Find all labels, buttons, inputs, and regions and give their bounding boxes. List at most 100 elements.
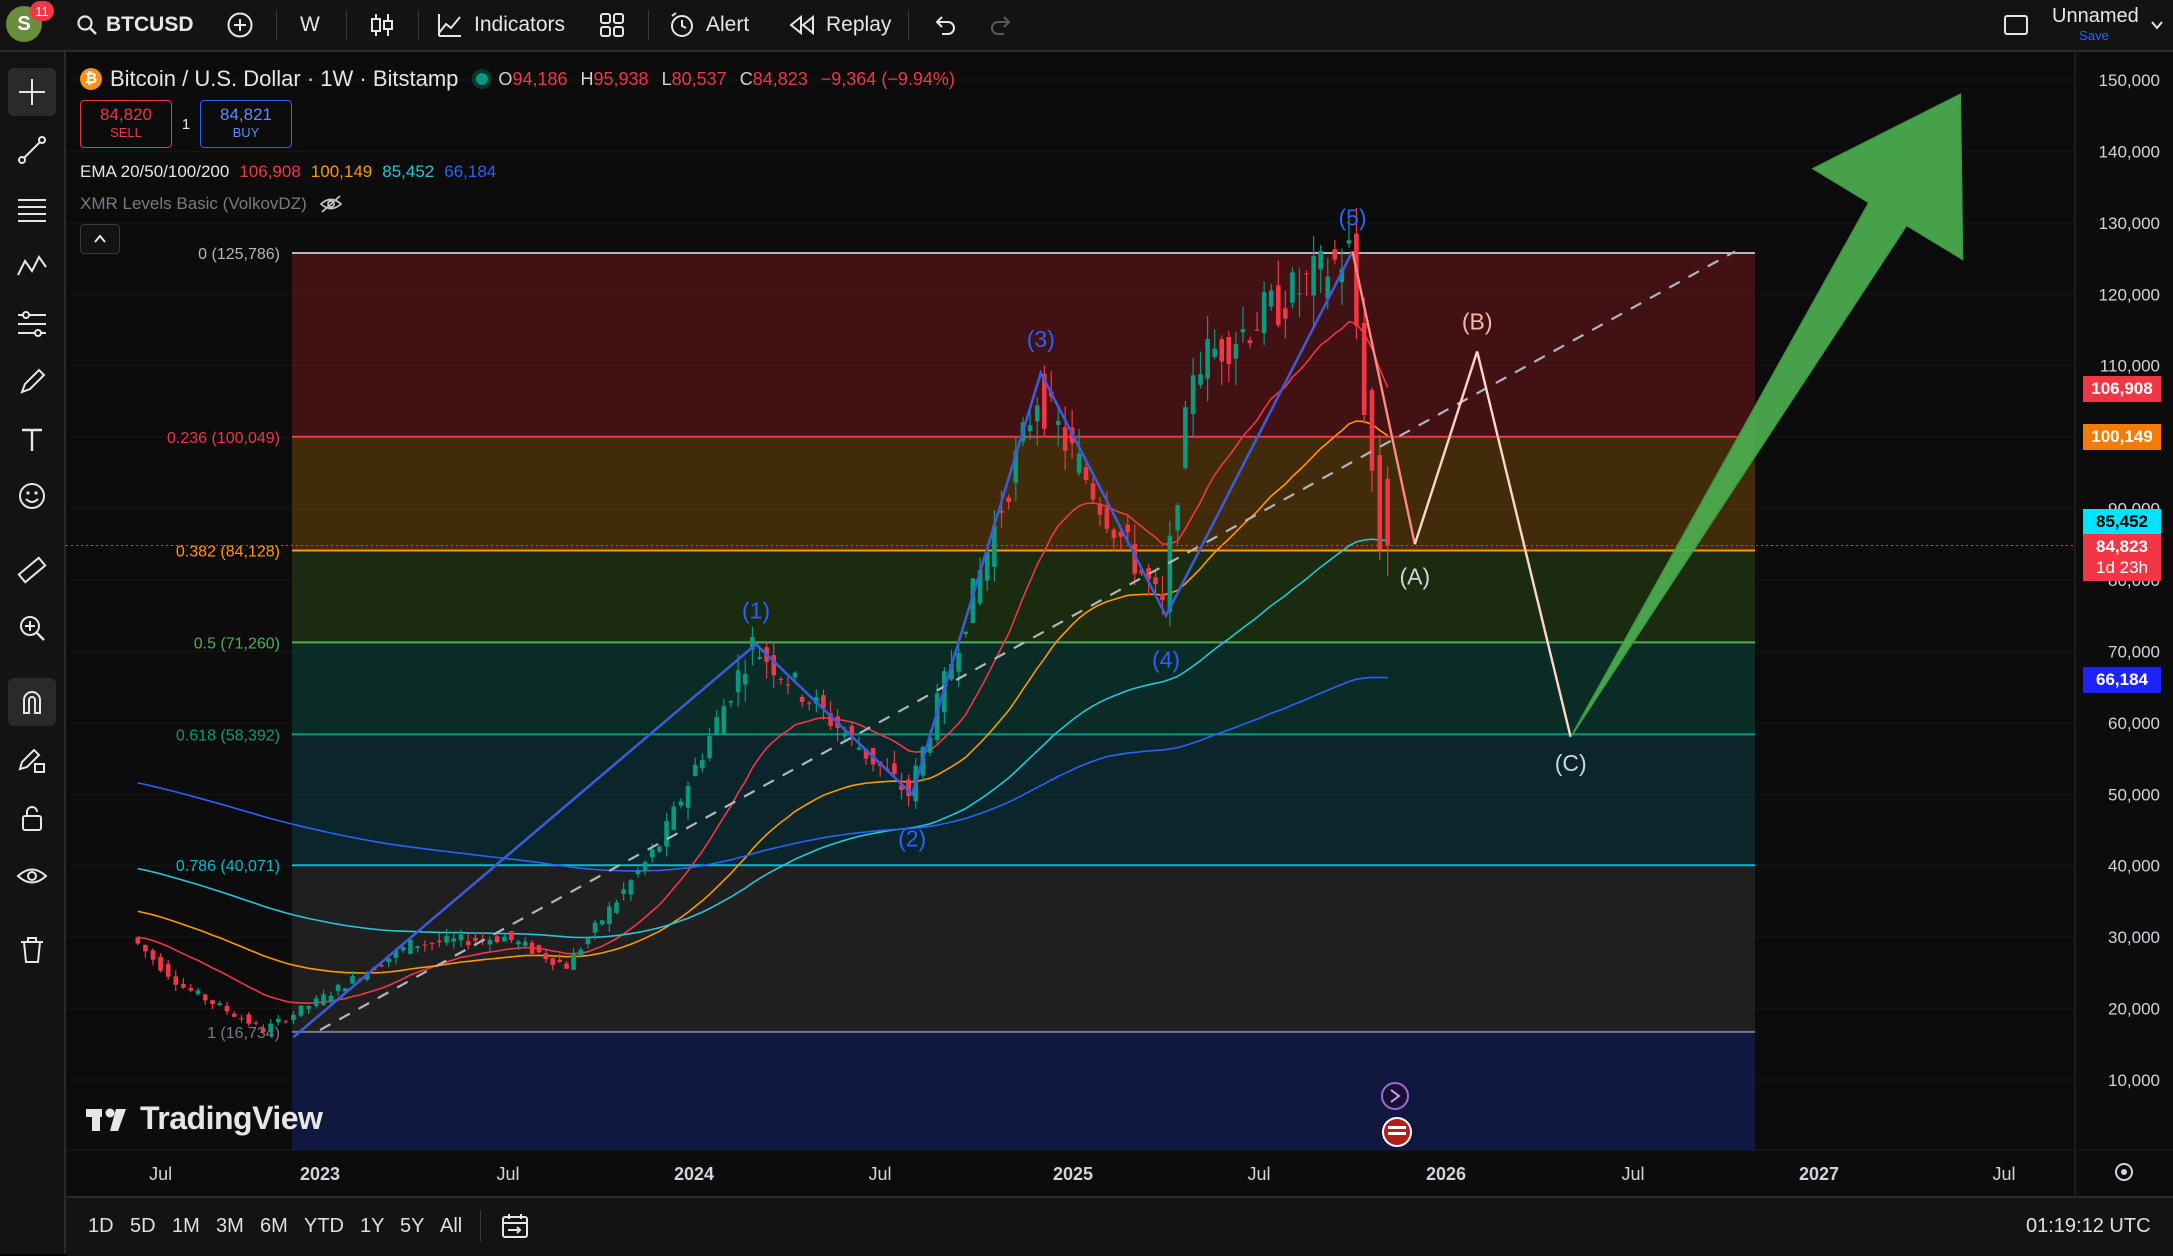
patterns-tool[interactable] xyxy=(8,242,56,290)
candle xyxy=(771,642,777,688)
forecast-tool[interactable] xyxy=(8,300,56,348)
xmr-legend-row[interactable]: XMR Levels Basic (VolkovDZ) xyxy=(80,194,955,214)
wave-a-line[interactable] xyxy=(1351,251,1417,545)
layout-menu-button[interactable] xyxy=(2148,0,2166,50)
candle xyxy=(298,1005,304,1018)
eye-hidden-icon[interactable] xyxy=(319,194,343,214)
replay-label: Replay xyxy=(826,13,892,36)
drawing-toolbar xyxy=(0,52,66,1254)
zoom-tool[interactable] xyxy=(8,604,56,652)
range-3m-button[interactable]: 3M xyxy=(216,1214,244,1237)
buy-price: 84,821 xyxy=(220,105,272,124)
fib-retracement[interactable]: 0 (125,786) 0.236 (100,049) 0.382 (84,128)… xyxy=(167,246,1755,1150)
compare-symbol-button[interactable] xyxy=(226,0,254,50)
price-tick: 150,000 xyxy=(2099,71,2160,90)
close-label: C xyxy=(739,68,753,89)
ema20-value: 106,908 xyxy=(239,162,301,181)
wave-label[interactable]: (5) xyxy=(1338,204,1366,230)
ruler-tool[interactable] xyxy=(8,546,56,594)
candle xyxy=(283,1019,289,1024)
dashed-trend-line[interactable] xyxy=(319,250,1736,1031)
trendline-tool[interactable] xyxy=(8,126,56,174)
symbol-search-button[interactable]: BTCUSD xyxy=(76,0,194,50)
candle xyxy=(970,578,976,624)
range-1m-button[interactable]: 1M xyxy=(172,1214,200,1237)
collapse-legend-button[interactable] xyxy=(80,224,120,254)
bullish-arrow[interactable] xyxy=(1570,93,1964,738)
pencil-icon xyxy=(20,368,46,394)
buy-button[interactable]: 84,821 BUY xyxy=(200,100,292,148)
undo-button[interactable] xyxy=(932,0,958,50)
range-6m-button[interactable]: 6M xyxy=(260,1214,288,1237)
candle xyxy=(1254,312,1260,332)
emoji-tool[interactable] xyxy=(8,472,56,520)
candle xyxy=(607,901,612,933)
time-tick: 2024 xyxy=(674,1164,714,1184)
event-markers[interactable] xyxy=(1381,1082,1412,1147)
price-tick: 130,000 xyxy=(2099,214,2160,233)
layout-name-button[interactable]: Unnamed Save xyxy=(2052,5,2139,43)
date-range-button[interactable] xyxy=(500,1198,530,1254)
wave-label[interactable]: (C) xyxy=(1555,750,1587,776)
price-axis-label: 106,908 xyxy=(2083,376,2161,402)
search-icon xyxy=(77,15,97,35)
ema-100-line[interactable] xyxy=(137,538,1388,939)
redo-button[interactable] xyxy=(988,0,1014,50)
remove-drawings-tool[interactable] xyxy=(8,926,56,974)
range-1d-button[interactable]: 1D xyxy=(88,1214,114,1237)
fib-retracement-tool[interactable] xyxy=(8,186,56,234)
range-5y-button[interactable]: 5Y xyxy=(400,1214,425,1237)
layout-toggle-button[interactable] xyxy=(2002,0,2030,50)
stay-in-drawing-tool[interactable] xyxy=(8,736,56,784)
ema-legend-row[interactable]: EMA 20/50/100/200 106,908 100,149 85,452… xyxy=(80,162,955,182)
candle xyxy=(291,1011,296,1024)
wave-label[interactable]: (B) xyxy=(1462,308,1493,334)
range-1y-button[interactable]: 1Y xyxy=(360,1214,385,1237)
candle xyxy=(1175,502,1180,545)
range-5d-button[interactable]: 5D xyxy=(130,1214,156,1237)
wave-b-line[interactable] xyxy=(1413,351,1479,545)
chart-type-button[interactable] xyxy=(368,0,396,50)
candle xyxy=(707,727,712,762)
candle xyxy=(1090,477,1096,504)
hide-drawings-tool[interactable] xyxy=(8,852,56,900)
range-ytd-button[interactable]: YTD xyxy=(304,1214,344,1237)
brush-tool[interactable] xyxy=(8,358,56,406)
templates-button[interactable] xyxy=(598,0,626,50)
magnet-tool[interactable] xyxy=(8,678,56,726)
sparkle-event-icon[interactable] xyxy=(1381,1082,1409,1110)
sell-button[interactable]: 84,820 SELL xyxy=(80,100,172,148)
replay-button[interactable]: Replay xyxy=(788,0,891,50)
symbol-legend-row[interactable]: ₿ Bitcoin / U.S. Dollar · 1W · Bitstamp … xyxy=(80,66,955,92)
candle xyxy=(158,953,163,973)
indicators-button[interactable]: Indicators xyxy=(436,0,565,50)
price-axis[interactable] xyxy=(2075,52,2173,1198)
candle xyxy=(1183,400,1188,470)
range-all-button[interactable]: All xyxy=(440,1214,463,1237)
ema-200-line[interactable] xyxy=(137,676,1388,872)
candle xyxy=(1290,267,1295,309)
candle xyxy=(1198,351,1203,389)
lock-drawings-tool[interactable] xyxy=(8,794,56,842)
clock-display[interactable]: 01:19:12 UTC xyxy=(2026,1214,2151,1237)
fib-level-label: 0.786 (40,071) xyxy=(176,858,280,875)
wave-label[interactable]: (3) xyxy=(1027,326,1055,352)
wave-label[interactable]: (4) xyxy=(1152,647,1180,673)
time-tick: 2027 xyxy=(1799,1164,1839,1184)
crosshair-tool[interactable] xyxy=(8,68,56,116)
text-tool[interactable] xyxy=(8,416,56,464)
wave-label[interactable]: (1) xyxy=(742,597,770,623)
candle xyxy=(1275,260,1281,328)
axis-settings-icon[interactable] xyxy=(2115,1163,2133,1181)
price-tick: 120,000 xyxy=(2099,285,2160,304)
elliott-impulse-wave[interactable] xyxy=(292,250,1354,1039)
price-axis-label: 85,452 xyxy=(2083,509,2161,535)
ruler-icon xyxy=(17,556,47,584)
alert-button[interactable]: Alert xyxy=(668,0,749,50)
wave-c-line[interactable] xyxy=(1476,351,1572,738)
candle xyxy=(1283,290,1288,339)
interval-button[interactable]: W xyxy=(300,0,320,50)
wave-label[interactable]: (2) xyxy=(898,825,926,851)
wave-label[interactable]: (A) xyxy=(1399,563,1430,589)
